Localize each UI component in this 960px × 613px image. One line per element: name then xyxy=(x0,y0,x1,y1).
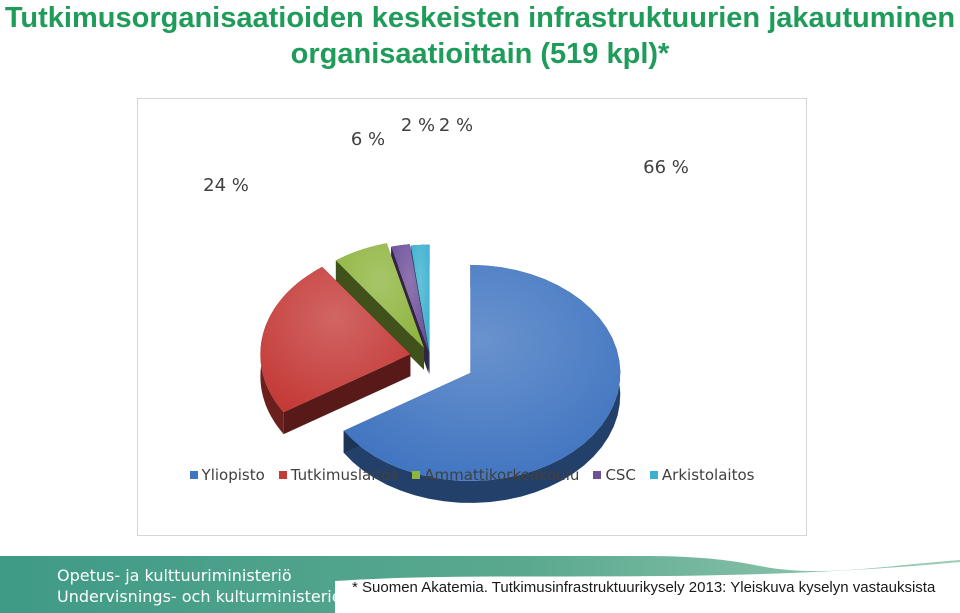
legend-item-yliopisto: Yliopisto xyxy=(189,466,265,484)
legend-swatch xyxy=(649,471,658,479)
legend-label: Ammattikorkeakoulu xyxy=(424,466,580,484)
ministry-name-fi: Opetus- ja kulttuuriministeriö xyxy=(57,566,292,585)
pie-slice-gloss-csc xyxy=(391,244,429,352)
pie-chart-svg: 66 % 24 % 6 % 2 % 2 % xyxy=(203,115,689,503)
data-label-yliopisto: 66 % xyxy=(643,157,689,178)
legend-label: CSC xyxy=(605,466,636,484)
pie-slice-gloss-tutkimuslaitos xyxy=(260,266,411,413)
slide-title: Tutkimusorganisaatioiden keskeisten infr… xyxy=(4,2,956,70)
pie-slice-gloss-yliopisto xyxy=(343,265,621,481)
legend-label: Tutkimuslaitos xyxy=(290,466,399,484)
pie-slice-yliopisto xyxy=(343,265,621,503)
data-label-arkistolaitos: 2 % xyxy=(439,115,473,136)
pie-slice-ammattikorkeakoulu xyxy=(335,243,425,370)
pie-slice-tutkimuslaitos xyxy=(260,266,411,435)
chart-legend: Yliopisto Tutkimuslaitos Ammattikorkeakoul… xyxy=(138,466,806,484)
legend-label: Yliopisto xyxy=(201,466,265,484)
legend-item-csc: CSC xyxy=(593,466,636,484)
legend-swatch xyxy=(278,471,287,479)
legend-item-tutkimuslaitos: Tutkimuslaitos xyxy=(278,466,399,484)
pie-slice-gloss-ammattikorkeakoulu xyxy=(335,243,425,348)
data-label-csc: 2 % xyxy=(401,115,435,136)
legend-swatch xyxy=(593,471,602,479)
ministry-name-sv: Undervisnings- och kulturministeriet xyxy=(57,587,348,606)
legend-label: Arkistolaitos xyxy=(661,466,755,484)
data-label-ammattikorkeakoulu: 6 % xyxy=(351,129,385,150)
pie-slice-wall-ammattikorkeakoulu-0 xyxy=(335,260,425,370)
legend-swatch xyxy=(189,471,198,479)
pie-slice-gloss-arkistolaitos xyxy=(410,244,430,353)
legend-item-ammattikorkeakoulu: Ammattikorkeakoulu xyxy=(412,466,579,484)
pie-slice-wall-tutkimuslaitos-0 xyxy=(283,354,411,435)
footer-band xyxy=(0,556,960,613)
legend-swatch xyxy=(412,471,421,479)
legend-item-arkistolaitos: Arkistolaitos xyxy=(649,466,755,484)
pie-chart: 66 % 24 % 6 % 2 % 2 % Yliopisto Tutkimuslaito… xyxy=(137,98,807,536)
source-footnote: * Suomen Akatemia. Tutkimusinfrastruktuu… xyxy=(352,579,936,596)
data-label-tutkimuslaitos: 24 % xyxy=(203,175,249,196)
ministry-logo-text: Opetus- ja kulttuuriministeriö Undervisn… xyxy=(57,565,348,607)
